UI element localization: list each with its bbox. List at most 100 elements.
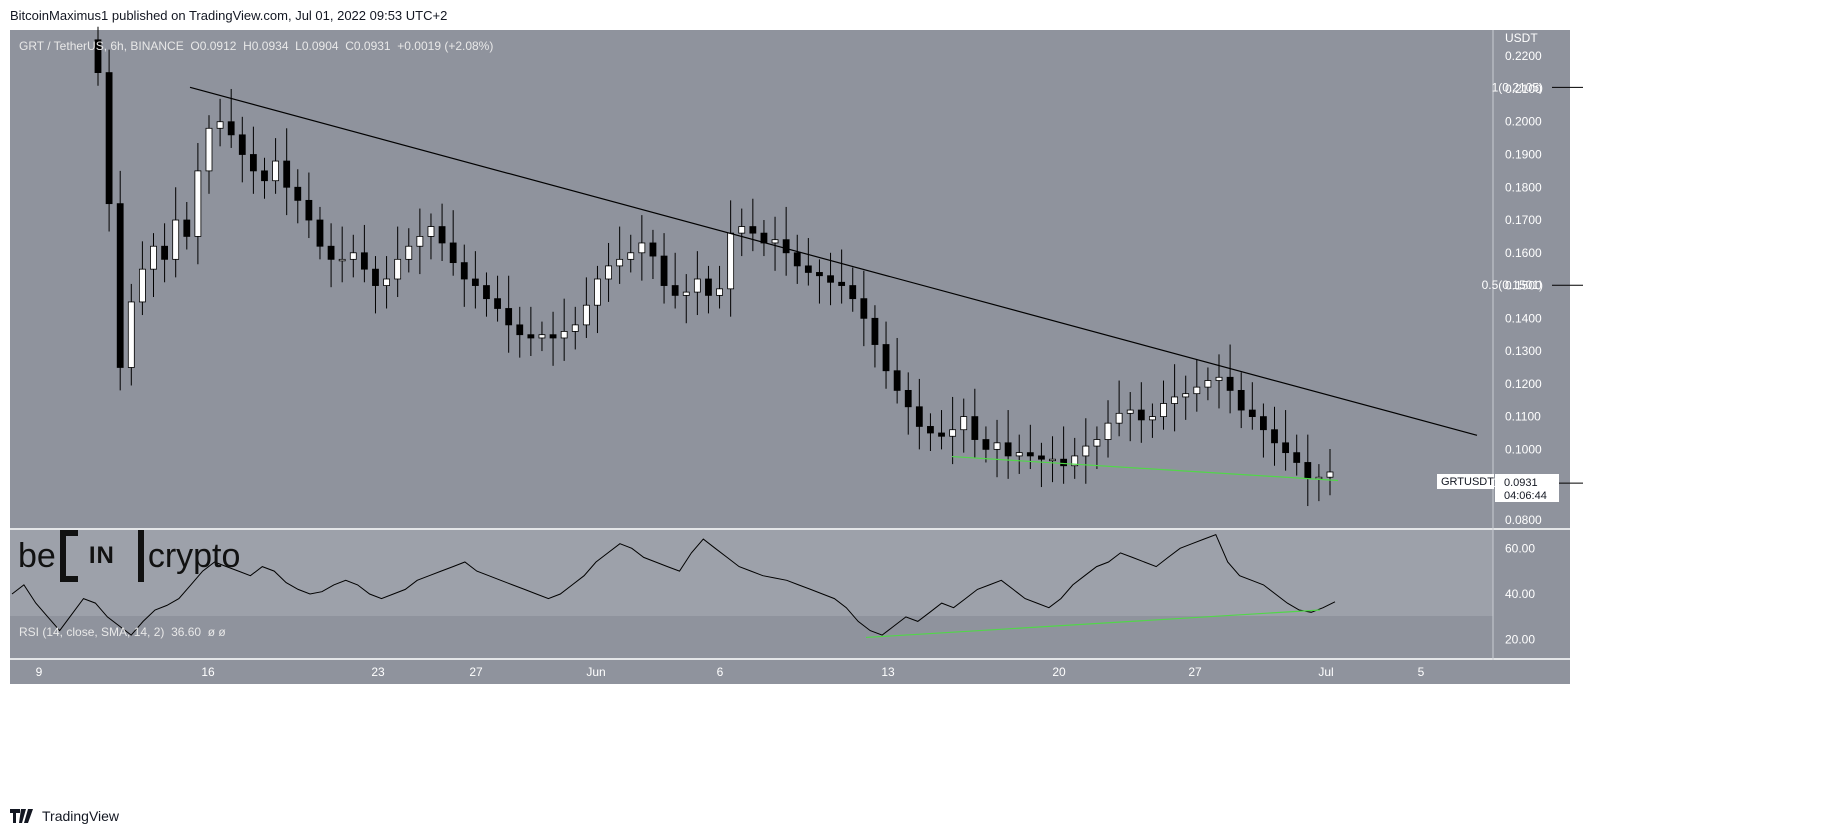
price-tick-label: 0.1200 <box>1505 377 1542 391</box>
candle-body <box>638 242 646 254</box>
rsi-lower-band <box>10 616 1493 658</box>
candle-body <box>960 416 968 431</box>
candle-body <box>249 154 257 172</box>
legend-h: 0.0934 <box>251 39 289 53</box>
candle-body <box>294 186 302 201</box>
candle-body <box>238 134 246 155</box>
rsi-legend-extra: ø ø <box>207 625 226 639</box>
candle-body <box>227 121 235 136</box>
price-axis-ticks: 0.2200 0.2100 0.2000 0.1900 0.1800 0.1700 0.16… <box>1505 49 1542 527</box>
candle-body <box>1260 416 1267 431</box>
legend-o-label: O <box>190 39 200 53</box>
legend-change: +0.0019 (+2.08%) <box>397 39 494 53</box>
price-tag-value: 0.0931 <box>1504 477 1538 489</box>
price-tick-label: 0.1900 <box>1505 148 1542 162</box>
candle-body <box>183 219 191 237</box>
rsi-tick-label: 20.00 <box>1505 633 1535 647</box>
legend-c: 0.0931 <box>353 39 391 53</box>
brand-right: crypto <box>147 536 241 575</box>
candle-body <box>1004 442 1012 457</box>
candle-body <box>138 268 146 303</box>
tradingview-footer[interactable]: TradingView <box>10 808 119 824</box>
candle-body <box>1193 386 1201 395</box>
candle-body <box>283 160 291 188</box>
candle-body <box>216 121 224 129</box>
candle-body <box>649 242 657 257</box>
candle-body <box>94 39 102 73</box>
candle-body <box>305 199 313 221</box>
candle-body <box>494 298 501 309</box>
candle-body <box>116 203 124 368</box>
candle-body <box>660 255 668 286</box>
candle-body <box>827 275 834 283</box>
candle-body <box>327 245 335 260</box>
candle-body <box>349 252 357 260</box>
candle-body <box>538 334 546 339</box>
candle-body <box>1326 471 1334 478</box>
price-tick-label: 0.1400 <box>1505 311 1542 325</box>
candle-body <box>738 226 746 234</box>
candle-body <box>438 226 446 244</box>
rsi-legend-text: RSI (14, close, SMA, 14, 2) <box>19 625 165 639</box>
candle-body <box>749 226 757 234</box>
price-tag-bg <box>1495 474 1559 502</box>
rsi-divergence-line[interactable] <box>865 609 1321 639</box>
time-tick-label: 9 <box>36 665 43 679</box>
candle-body <box>372 268 379 286</box>
candle-body <box>860 298 868 319</box>
legend-l-label: L <box>295 39 302 53</box>
candle-body <box>915 406 923 427</box>
candle-body <box>1293 452 1301 463</box>
candle-body <box>771 239 779 244</box>
candle-body <box>1038 455 1045 460</box>
rsi-legend: RSI (14, close, SMA, 14, 2) 36.60 ø ø <box>19 625 226 639</box>
candle-body <box>938 432 945 437</box>
candle-body <box>194 170 202 237</box>
candle-body <box>1082 445 1090 457</box>
candle-body <box>360 252 368 270</box>
candle-body <box>982 439 990 450</box>
candle-body <box>416 236 424 247</box>
candle-body <box>1204 380 1212 388</box>
rsi-axis-panel[interactable] <box>1493 530 1570 658</box>
beincrypto-logo: be IN crypto <box>18 530 240 582</box>
rsi-legend-value: 36.60 <box>171 625 202 639</box>
candle-body <box>1304 462 1312 479</box>
candle-body <box>671 285 679 296</box>
legend-h-label: H <box>243 39 252 53</box>
price-tick-label: 0.1700 <box>1505 213 1542 227</box>
price-support-line[interactable] <box>951 455 1339 482</box>
candle-body <box>605 265 612 280</box>
price-axis-panel[interactable] <box>1493 30 1570 528</box>
candle-body <box>1149 416 1156 421</box>
candle-body <box>460 262 468 280</box>
publisher-credit: BitcoinMaximus1 published on TradingView… <box>10 8 448 23</box>
price-pane[interactable] <box>10 30 1493 528</box>
time-tick-label: 16 <box>201 665 215 679</box>
candle-body <box>150 245 157 270</box>
candle-body <box>1248 409 1256 418</box>
price-tick-label: 0.1300 <box>1505 344 1542 358</box>
time-tick-label: Jun <box>586 665 605 679</box>
descending-trendline[interactable] <box>189 86 1478 436</box>
candle-body <box>616 258 624 267</box>
symbol-tag-bg <box>1437 474 1494 489</box>
rsi-axis-ticks: 60.00 40.00 20.00 <box>1505 541 1535 646</box>
candle-body <box>427 226 435 237</box>
time-tick-label: Jul <box>1318 665 1333 679</box>
legend-c-label: C <box>345 39 354 53</box>
price-tag-countdown: 04:06:44 <box>1504 490 1547 502</box>
rsi-tick-label: 40.00 <box>1505 587 1535 601</box>
candle-body <box>1171 396 1179 404</box>
time-axis-ticks: 9 16 23 27 Jun 6 13 20 27 Jul 5 <box>36 665 1425 679</box>
time-axis-panel[interactable] <box>10 660 1570 684</box>
candle-body <box>449 242 457 264</box>
candle-body <box>1215 376 1223 381</box>
fib-level-label: 0.5(0.1501) <box>1482 278 1543 292</box>
price-axis-unit: USDT <box>1505 31 1538 45</box>
candle-body <box>527 334 535 339</box>
candle-body <box>316 219 324 247</box>
time-tick-label: 27 <box>1188 665 1202 679</box>
candle-body <box>882 344 890 372</box>
